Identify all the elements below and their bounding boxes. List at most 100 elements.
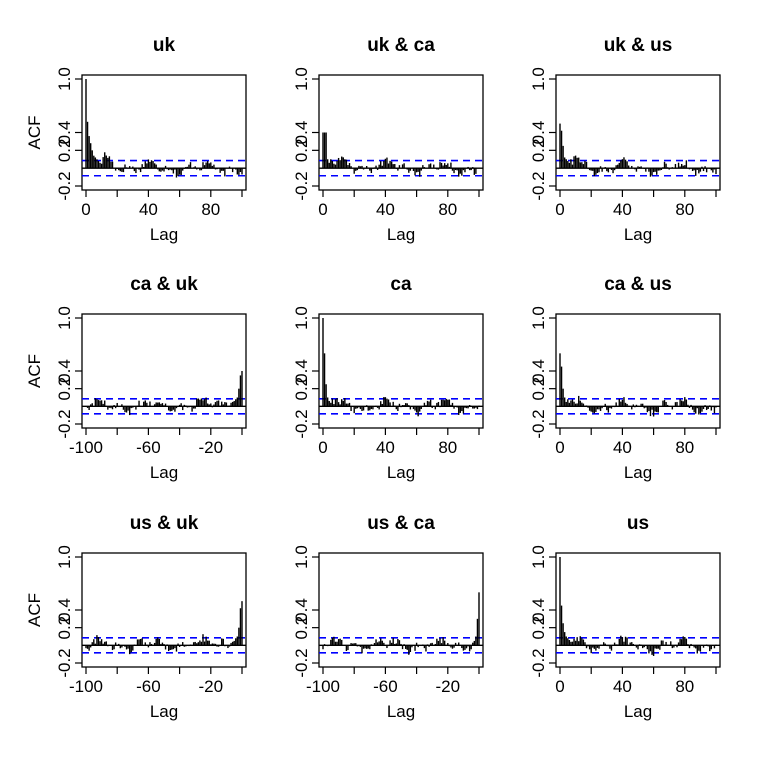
y-tick-label: -0.2 [292,171,311,200]
panel-title: uk & us [604,35,673,56]
x-tick-label: 0 [555,438,564,457]
y-tick-label: -0.2 [529,648,548,677]
y-tick-label: -0.2 [529,171,548,200]
x-tick-label: 80 [675,200,694,219]
x-tick-label: 40 [613,438,632,457]
y-tick-label: 1.0 [55,306,74,330]
x-tick-label: -20 [199,438,224,457]
acf-panel-3: ca & uk -100 -60 -20 Lag -0.2 0.20.4 1.0 ACF [25,274,247,482]
x-tick-label: 0 [318,200,327,219]
y-tick-label: 0.4 [55,121,74,145]
y-tick-label: 1.0 [529,306,548,330]
y-tick-label: 0.4 [55,598,74,622]
panel-title: ca & uk [130,274,198,295]
panel-title: uk [153,35,176,56]
y-tick-label: 1.0 [55,67,74,91]
x-tick-label: -60 [136,438,161,457]
y-tick-label: 0.4 [292,598,311,622]
y-tick-label: 0.2 [55,377,74,401]
y-tick-label: 1.0 [292,545,311,569]
plot-frame [318,552,484,668]
y-tick-label: 0.4 [529,121,548,145]
acf-panel-1: uk & ca 0 40 80 Lag -0.2 0.20.4 1.0 [292,35,484,244]
y-tick-label: -0.2 [55,648,74,677]
x-axis-label: Lag [150,702,178,721]
acf-panel-2: uk & us 0 40 80 Lag -0.2 0.20.4 1.0 [529,35,721,244]
acf-panel-6: us & uk -100 -60 -20 Lag -0.2 0.20.4 1.0 ACF [25,513,247,721]
x-axis-label: Lag [624,463,652,482]
x-tick-label: -100 [306,677,340,696]
y-tick-label: 0.2 [55,139,74,163]
x-tick-label: -100 [69,677,103,696]
panel-title: us & uk [130,513,199,534]
x-tick-label: -100 [69,438,103,457]
y-tick-label: -0.2 [529,409,548,438]
x-tick-label: 40 [613,677,632,696]
plot-frame [81,552,247,668]
x-tick-label: 80 [438,438,457,457]
x-axis-label: Lag [150,463,178,482]
y-tick-label: 0.2 [292,139,311,163]
y-tick-label: -0.2 [292,648,311,677]
x-axis-label: Lag [387,225,415,244]
y-tick-label: 0.2 [529,139,548,163]
x-tick-label: 40 [376,438,395,457]
panel-title: us [627,513,649,534]
y-tick-label: 0.4 [292,121,311,145]
plot-frame [81,74,247,191]
panel-title: ca [390,274,412,295]
x-tick-label: 0 [318,438,327,457]
x-tick-label: 0 [555,677,564,696]
y-tick-label: -0.2 [55,171,74,200]
y-tick-label: 0.2 [55,616,74,640]
x-axis-label: Lag [624,225,652,244]
x-axis-label: Lag [387,702,415,721]
x-tick-label: 40 [139,200,158,219]
y-tick-label: -0.2 [55,409,74,438]
plot-frame [81,313,247,429]
acf-panel-8: us 0 40 80 Lag -0.2 0.20.4 1.0 [529,513,721,721]
y-tick-label: 0.2 [292,616,311,640]
y-tick-label: 1.0 [292,306,311,330]
y-tick-label: 0.4 [292,359,311,383]
acf-panel-7: us & ca -100 -60 -20 Lag -0.2 0.20.4 1.0 [292,513,484,721]
plot-frame [555,552,721,668]
y-tick-label: 1.0 [55,545,74,569]
y-axis-label: ACF [25,354,44,388]
x-axis-label: Lag [624,702,652,721]
y-tick-label: 1.0 [529,67,548,91]
x-tick-label: 80 [675,438,694,457]
y-axis-label: ACF [25,593,44,627]
x-tick-label: -60 [373,677,398,696]
y-tick-label: -0.2 [292,409,311,438]
x-axis-label: Lag [387,463,415,482]
acf-panel-5: ca & us 0 40 80 Lag -0.2 0.20.4 1.0 [529,274,721,482]
panel-title: us & ca [367,513,435,534]
x-axis-label: Lag [150,225,178,244]
x-tick-label: 0 [555,200,564,219]
y-tick-label: 0.4 [55,359,74,383]
x-tick-label: 40 [613,200,632,219]
y-tick-label: 0.2 [529,377,548,401]
y-tick-label: 1.0 [292,67,311,91]
y-tick-label: 1.0 [529,545,548,569]
panel-title: uk & ca [367,35,435,56]
panel-title: ca & us [604,274,672,295]
y-tick-label: 0.4 [529,598,548,622]
y-tick-label: 0.2 [529,616,548,640]
x-tick-label: -20 [436,677,461,696]
y-axis-label: ACF [25,116,44,150]
x-tick-label: 80 [438,200,457,219]
acf-panel-4: ca 0 40 80 Lag -0.2 0.20.4 1.0 [292,274,484,482]
x-tick-label: 40 [376,200,395,219]
x-tick-label: -60 [136,677,161,696]
y-tick-label: 0.4 [529,359,548,383]
acf-panel-0: uk 0 40 80 Lag -0.2 0.20.4 1.0 ACF [25,35,247,244]
y-tick-label: 0.2 [292,377,311,401]
x-tick-label: 80 [675,677,694,696]
x-tick-label: 0 [81,200,90,219]
x-tick-label: 80 [201,200,220,219]
x-tick-label: -20 [199,677,224,696]
